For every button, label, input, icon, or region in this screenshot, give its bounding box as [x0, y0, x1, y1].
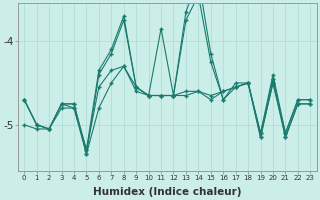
X-axis label: Humidex (Indice chaleur): Humidex (Indice chaleur)	[93, 187, 242, 197]
